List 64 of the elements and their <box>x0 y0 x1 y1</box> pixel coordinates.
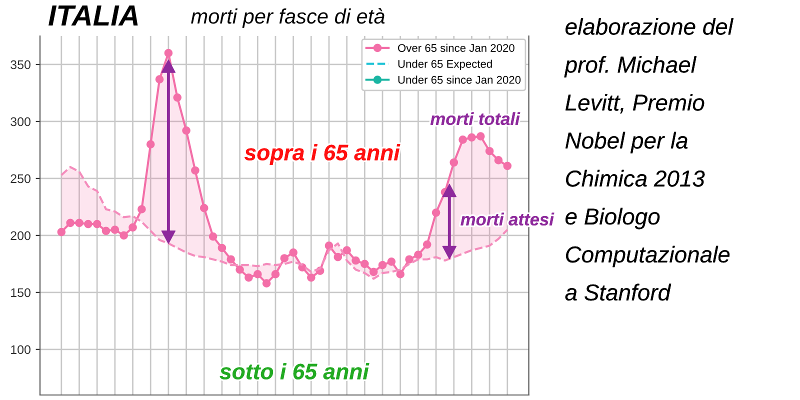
point <box>450 158 458 167</box>
point <box>57 228 66 236</box>
point <box>485 146 494 156</box>
annotation: sotto i 65 anni <box>220 363 370 380</box>
point <box>173 93 182 102</box>
point <box>226 255 236 264</box>
y-tick-label: 300 <box>10 117 30 126</box>
point <box>414 250 422 259</box>
point <box>164 48 173 58</box>
point <box>102 226 110 236</box>
y-tick-label: 100 <box>11 345 30 354</box>
text: elaborazione del prof. Michael Levitt, Premio Nobel per la Chimica 2013 e Biologo Computazionale a Stanford <box>564 18 734 301</box>
y-tick-label: 250 <box>10 174 30 184</box>
point <box>218 244 226 252</box>
point <box>120 231 128 240</box>
y-tick-label: 200 <box>10 231 30 240</box>
point <box>75 218 84 228</box>
chart-title: ITALIA <box>48 5 138 26</box>
point <box>396 270 405 278</box>
point <box>360 260 369 268</box>
point <box>352 256 360 265</box>
point <box>146 140 155 148</box>
annotation: morti totali <box>430 112 520 126</box>
y-tick-label: 150 <box>11 288 30 298</box>
point <box>155 75 164 84</box>
y-tick-label: 350 <box>10 60 30 70</box>
point <box>468 133 476 142</box>
point <box>182 126 190 135</box>
point <box>422 240 432 249</box>
point <box>92 220 102 228</box>
point <box>244 273 253 282</box>
point <box>200 204 208 212</box>
chart-subtitle: morti per fasce di età <box>191 8 385 28</box>
point <box>138 205 146 214</box>
point <box>289 248 298 257</box>
point <box>128 223 137 232</box>
point <box>306 273 316 282</box>
point <box>503 162 512 170</box>
point <box>84 220 92 228</box>
point <box>324 242 334 250</box>
point <box>432 208 440 217</box>
point <box>236 265 244 274</box>
point <box>110 226 120 234</box>
point <box>342 246 352 254</box>
line-series <box>60 166 508 280</box>
point <box>476 132 485 140</box>
legend-label: Under 65 Expected <box>398 60 492 70</box>
point <box>191 166 200 175</box>
legend-label: Over 65 since Jan 2020 <box>398 44 514 52</box>
point <box>405 255 414 264</box>
point <box>208 232 218 241</box>
point <box>334 252 342 262</box>
point <box>458 136 467 144</box>
point <box>369 268 378 276</box>
point <box>494 156 503 164</box>
point <box>66 218 74 228</box>
legend-label: Under 65 since Jan 2020 <box>398 76 521 84</box>
point <box>378 260 387 270</box>
point <box>280 254 289 262</box>
annotation: sopra i 65 anni <box>244 144 400 165</box>
point <box>253 270 262 278</box>
point <box>262 279 271 288</box>
point <box>271 270 280 278</box>
point <box>387 257 396 266</box>
